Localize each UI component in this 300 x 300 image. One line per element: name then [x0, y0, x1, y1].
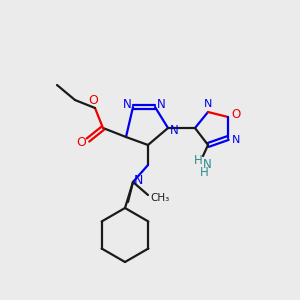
- Text: N: N: [232, 135, 240, 145]
- Text: O: O: [76, 136, 86, 148]
- Text: N: N: [133, 173, 143, 187]
- Text: H: H: [194, 154, 202, 167]
- Text: O: O: [231, 109, 241, 122]
- Text: N: N: [157, 98, 165, 112]
- Text: N: N: [169, 124, 178, 136]
- Text: N: N: [202, 158, 211, 170]
- Text: N: N: [204, 99, 212, 109]
- Text: N: N: [123, 98, 131, 112]
- Text: O: O: [88, 94, 98, 106]
- Text: H: H: [200, 167, 208, 179]
- Text: CH₃: CH₃: [150, 193, 169, 203]
